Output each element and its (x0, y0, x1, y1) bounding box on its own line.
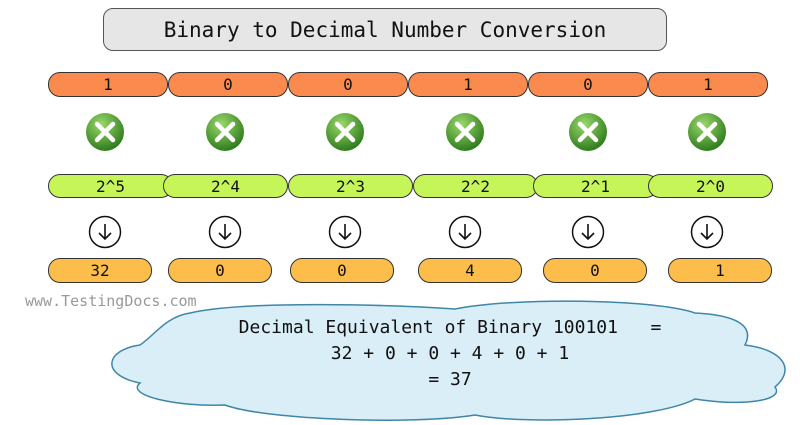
arrow-down-icon (571, 215, 605, 249)
bit-cell: 0 (288, 72, 408, 97)
multiply-icon (445, 112, 485, 152)
multiply-icon (325, 112, 365, 152)
value-cell: 1 (668, 258, 772, 283)
power-cell: 2^4 (163, 174, 288, 198)
value-cell: 32 (48, 258, 152, 283)
multiply-icon (687, 112, 727, 152)
multiply-icon (205, 112, 245, 152)
power-cell: 2^1 (533, 174, 658, 198)
value-cell: 0 (543, 258, 647, 283)
arrow-down-icon (690, 215, 724, 249)
multiply-icon (568, 112, 608, 152)
arrow-down-icon (88, 215, 122, 249)
arrow-down-icon (208, 215, 242, 249)
bit-cell: 1 (408, 72, 528, 97)
power-cell: 2^2 (413, 174, 538, 198)
power-cell: 2^0 (648, 174, 773, 198)
bit-cell: 1 (648, 72, 768, 97)
value-cell: 4 (418, 258, 522, 283)
bit-cell: 0 (168, 72, 288, 97)
diagram-title: Binary to Decimal Number Conversion (103, 8, 667, 51)
watermark: www.TestingDocs.com (25, 292, 197, 310)
arrow-down-icon (328, 215, 362, 249)
bit-cell: 1 (48, 72, 168, 97)
arrow-down-icon (448, 215, 482, 249)
value-cell: 0 (168, 258, 272, 283)
result-line-3: = 37 (428, 369, 472, 390)
result-text: Decimal Equivalent of Binary 100101 = 32… (150, 315, 750, 393)
result-line-2: 32 + 0 + 0 + 4 + 0 + 1 (330, 343, 570, 364)
power-cell: 2^5 (48, 174, 173, 198)
result-line-1: Decimal Equivalent of Binary 100101 = (238, 317, 662, 338)
multiply-icon (85, 112, 125, 152)
power-cell: 2^3 (288, 174, 413, 198)
value-cell: 0 (290, 258, 394, 283)
bit-cell: 0 (528, 72, 648, 97)
result-cloud (111, 300, 786, 421)
